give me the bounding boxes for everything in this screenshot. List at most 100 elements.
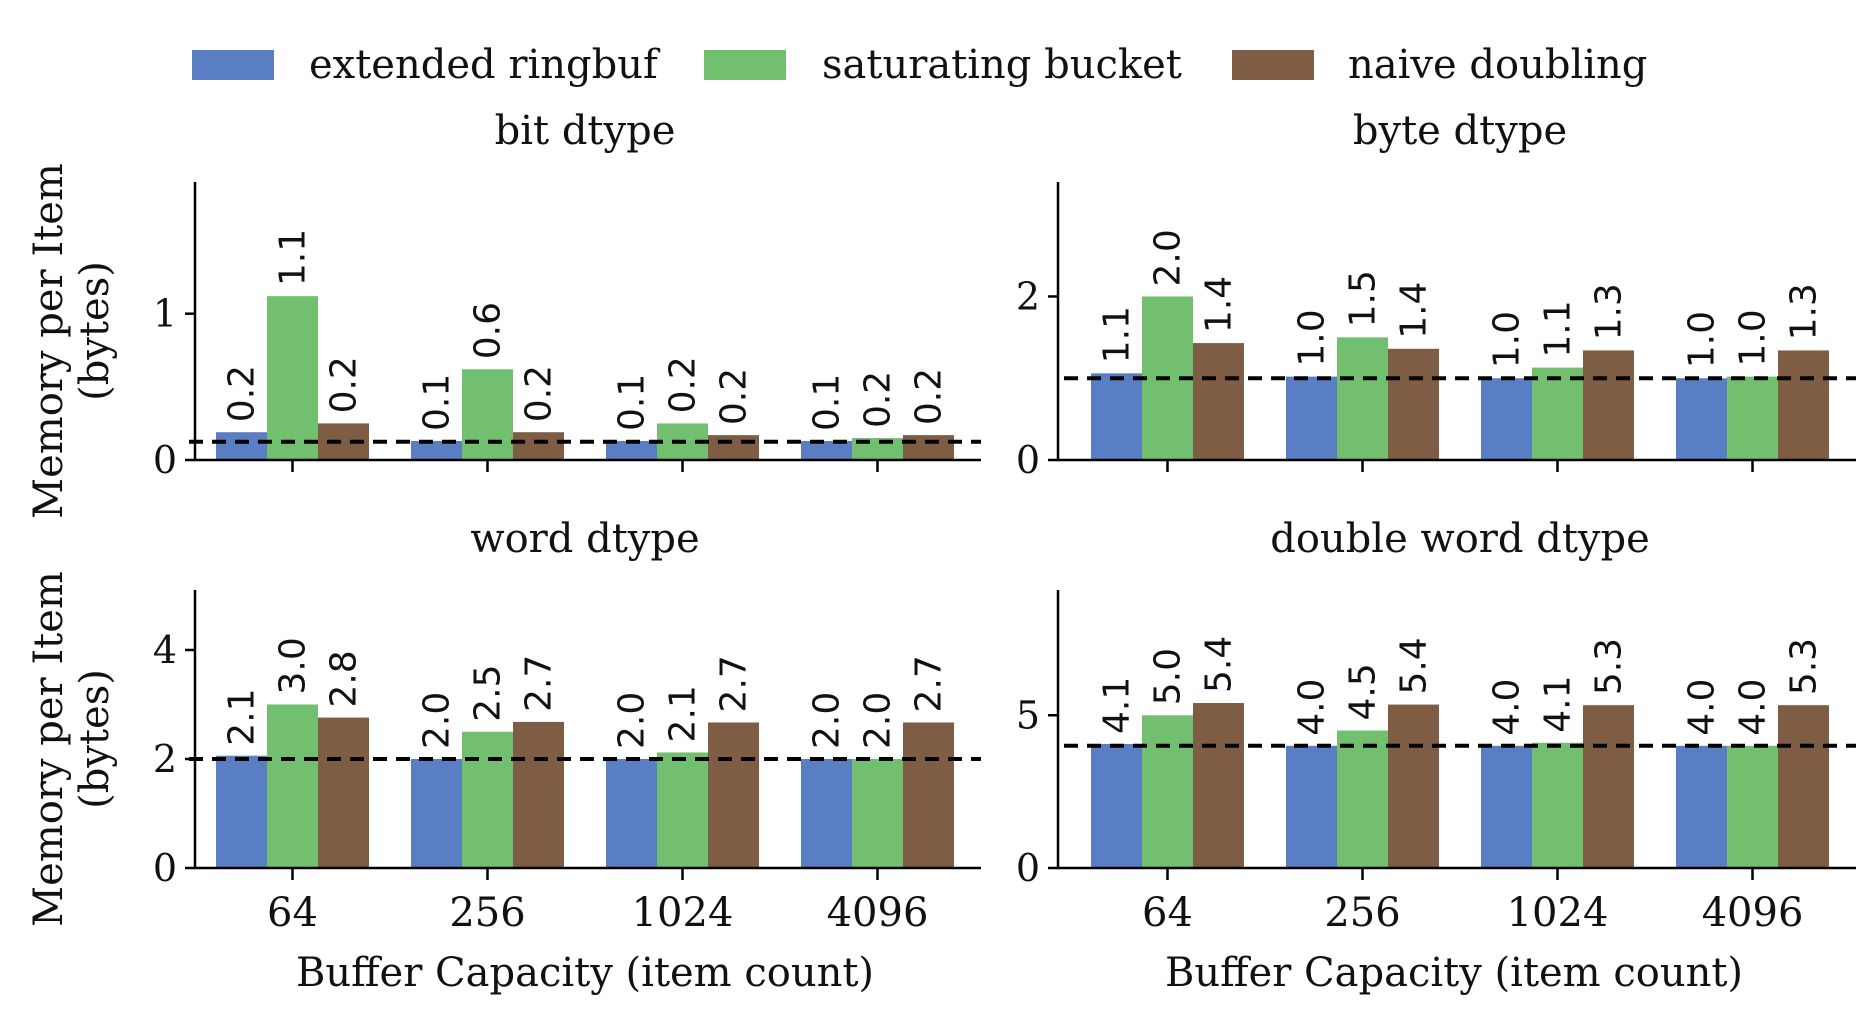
data-label: 5.3: [1589, 638, 1630, 695]
data-label: 1.1: [1538, 300, 1579, 357]
bar-extended-ringbuf-4096: [801, 758, 852, 868]
data-label: 2.1: [222, 688, 263, 745]
bar-extended-ringbuf-1024: [606, 758, 657, 868]
bar-naive-doubling-256: [513, 721, 564, 868]
bar-extended-ringbuf-64: [1091, 373, 1142, 460]
data-label: 1.0: [1487, 311, 1528, 368]
data-label: 2.7: [714, 655, 755, 712]
data-label: 3.0: [273, 637, 314, 694]
bar-extended-ringbuf-4096: [1676, 378, 1727, 460]
legend-label-saturating-bucket: saturating bucket: [822, 42, 1182, 88]
data-label: 0.1: [612, 374, 653, 431]
data-label: 2.8: [324, 650, 365, 707]
y-axis-label: Memory per Item: [26, 571, 72, 927]
bar-naive-doubling-256: [513, 432, 564, 460]
y-tick-label: 0: [153, 846, 177, 890]
bar-naive-doubling-1024: [708, 435, 759, 460]
x-tick-label: 256: [1324, 890, 1400, 936]
panel-title: byte dtype: [1353, 108, 1567, 154]
x-tick-label: 4096: [827, 890, 929, 936]
bar-extended-ringbuf-1024: [1481, 378, 1532, 460]
data-label: 0.2: [222, 365, 263, 422]
data-label: 1.5: [1343, 270, 1384, 327]
bar-naive-doubling-1024: [708, 722, 759, 868]
data-label: 0.2: [714, 368, 755, 425]
data-label: 0.2: [858, 371, 899, 428]
data-label: 0.2: [519, 365, 560, 422]
data-label: 4.1: [1538, 675, 1579, 732]
bar-saturating-bucket-4096: [1727, 376, 1778, 460]
bar-naive-doubling-1024: [1583, 705, 1634, 868]
bar-naive-doubling-4096: [1778, 350, 1829, 460]
data-label: 4.0: [1682, 679, 1723, 736]
bar-naive-doubling-4096: [903, 435, 954, 460]
data-label: 2.0: [417, 692, 458, 749]
bar-extended-ringbuf-4096: [801, 440, 852, 460]
bar-extended-ringbuf-64: [1091, 743, 1142, 868]
y-axis-label-units: (bytes): [72, 669, 118, 809]
bar-naive-doubling-64: [1193, 703, 1244, 868]
bar-extended-ringbuf-256: [1286, 745, 1337, 868]
bar-saturating-bucket-64: [267, 704, 318, 868]
bar-saturating-bucket-256: [1337, 337, 1388, 460]
bar-extended-ringbuf-256: [411, 440, 462, 460]
bar-extended-ringbuf-64: [216, 755, 267, 868]
bar-naive-doubling-4096: [1778, 705, 1829, 868]
x-axis-label: Buffer Capacity (item count): [296, 950, 874, 996]
data-label: 4.5: [1343, 663, 1384, 720]
data-label: 2.1: [663, 685, 704, 742]
bar-naive-doubling-4096: [903, 722, 954, 868]
legend: extended ringbuf saturating bucket naive…: [192, 42, 1647, 88]
data-label: 0.2: [909, 368, 950, 425]
panel-title: double word dtype: [1270, 516, 1650, 562]
y-tick-label: 1: [153, 292, 177, 336]
data-label: 5.4: [1394, 637, 1435, 694]
data-label: 2.7: [909, 655, 950, 712]
x-tick-label: 4096: [1702, 890, 1804, 936]
data-label: 1.0: [1682, 311, 1723, 368]
bar-saturating-bucket-1024: [1532, 742, 1583, 868]
x-tick-label: 1024: [1507, 890, 1609, 936]
bar-saturating-bucket-256: [462, 731, 513, 868]
data-label: 1.3: [1784, 283, 1825, 340]
bar-saturating-bucket-1024: [657, 752, 708, 868]
x-tick-label: 256: [449, 890, 525, 936]
bar-saturating-bucket-1024: [1532, 367, 1583, 460]
bar-extended-ringbuf-1024: [1481, 745, 1532, 868]
legend-swatch-saturating-bucket: [704, 50, 786, 80]
data-label: 4.1: [1097, 677, 1138, 734]
bar-naive-doubling-256: [1388, 348, 1439, 460]
bar-saturating-bucket-64: [1142, 715, 1193, 868]
data-label: 4.0: [1292, 679, 1333, 736]
data-label: 1.3: [1589, 283, 1630, 340]
data-label: 5.3: [1784, 638, 1825, 695]
data-label: 2.0: [858, 692, 899, 749]
legend-swatch-extended-ringbuf: [192, 50, 274, 80]
data-label: 2.0: [807, 692, 848, 749]
data-label: 4.0: [1487, 679, 1528, 736]
data-label: 2.5: [468, 664, 509, 721]
data-label: 2.0: [612, 692, 653, 749]
bar-naive-doubling-64: [1193, 343, 1244, 460]
bar-saturating-bucket-4096: [1727, 745, 1778, 868]
y-axis-label-units: (bytes): [72, 261, 118, 401]
data-label: 0.2: [324, 356, 365, 413]
data-label: 1.1: [273, 229, 314, 286]
y-tick-label: 5: [1016, 693, 1040, 737]
bar-saturating-bucket-256: [462, 369, 513, 460]
legend-label-extended-ringbuf: extended ringbuf: [309, 42, 661, 88]
y-tick-label: 0: [1016, 846, 1040, 890]
bar-extended-ringbuf-1024: [606, 440, 657, 460]
x-tick-label: 64: [1142, 890, 1193, 936]
data-label: 0.1: [417, 374, 458, 431]
bar-naive-doubling-64: [318, 717, 369, 868]
y-axis-label: Memory per Item: [26, 163, 72, 519]
bar-extended-ringbuf-4096: [1676, 745, 1727, 868]
x-axis-label: Buffer Capacity (item count): [1165, 950, 1743, 996]
y-tick-label: 2: [153, 737, 177, 781]
bar-extended-ringbuf-256: [1286, 376, 1337, 460]
